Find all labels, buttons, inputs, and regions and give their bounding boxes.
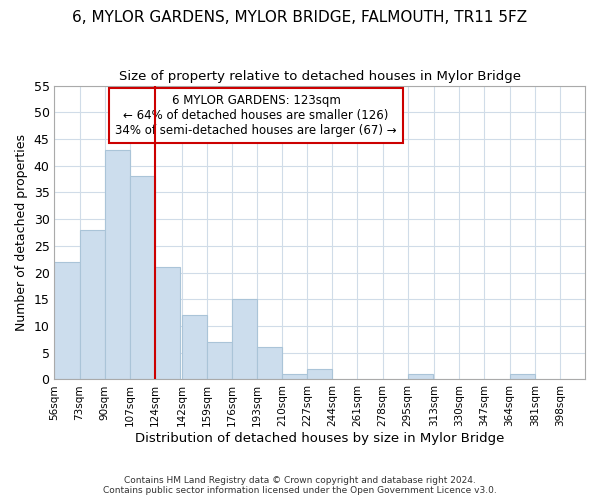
Bar (206, 342, 232, 380)
Bar (257, 348, 282, 380)
Bar (182, 316, 206, 380)
Bar (155, 267, 180, 380)
Bar (130, 176, 155, 380)
Text: 6, MYLOR GARDENS, MYLOR BRIDGE, FALMOUTH, TR11 5FZ: 6, MYLOR GARDENS, MYLOR BRIDGE, FALMOUTH… (73, 10, 527, 25)
Bar (232, 300, 257, 380)
X-axis label: Distribution of detached houses by size in Mylor Bridge: Distribution of detached houses by size … (135, 432, 505, 445)
Y-axis label: Number of detached properties: Number of detached properties (15, 134, 28, 331)
Bar (509, 374, 535, 380)
Bar (104, 150, 130, 380)
Bar (282, 374, 307, 380)
Bar (307, 369, 332, 380)
Title: Size of property relative to detached houses in Mylor Bridge: Size of property relative to detached ho… (119, 70, 521, 83)
Text: Contains HM Land Registry data © Crown copyright and database right 2024.
Contai: Contains HM Land Registry data © Crown c… (103, 476, 497, 495)
Text: 6 MYLOR GARDENS: 123sqm
← 64% of detached houses are smaller (126)
34% of semi-d: 6 MYLOR GARDENS: 123sqm ← 64% of detache… (115, 94, 397, 138)
Bar (55, 262, 80, 380)
Bar (407, 374, 433, 380)
Bar (80, 230, 104, 380)
